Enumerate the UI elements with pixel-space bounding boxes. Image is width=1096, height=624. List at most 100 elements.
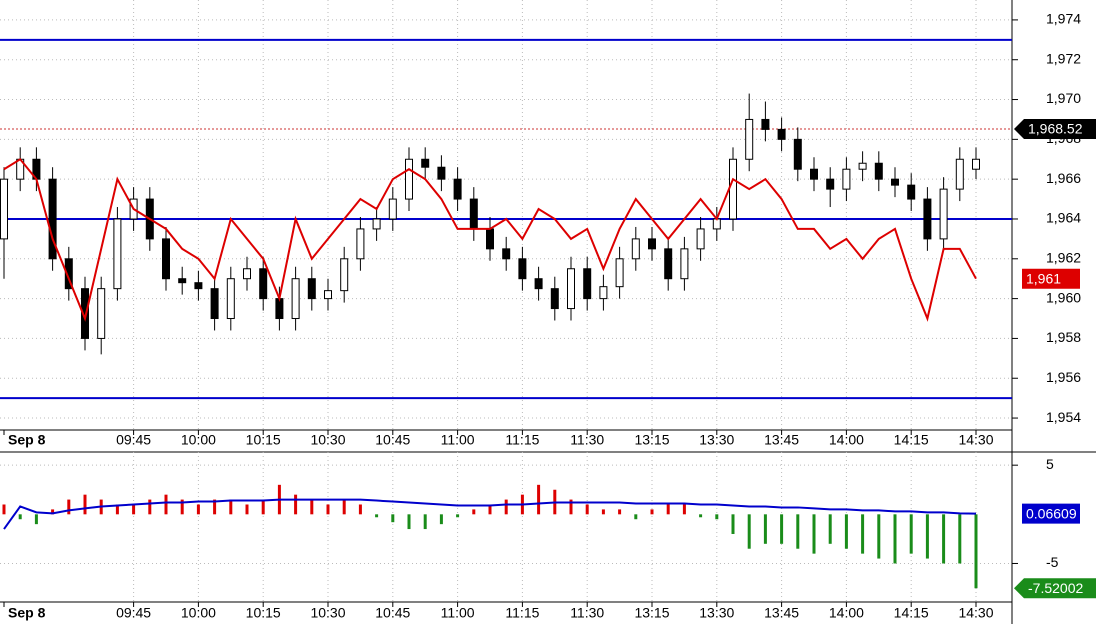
candle-body <box>275 298 284 320</box>
candle-body <box>388 198 397 220</box>
candle-body <box>534 278 543 290</box>
bar <box>958 514 962 564</box>
bar <box>2 504 6 515</box>
x-tick-label: 11:15 <box>505 432 539 448</box>
x-tick-label: 10:00 <box>181 605 216 621</box>
x-tick-label: 14:00 <box>829 605 864 621</box>
x-tick-label: 10:15 <box>246 432 281 448</box>
candle-body <box>178 278 187 284</box>
bar <box>812 514 816 554</box>
bar <box>974 514 978 589</box>
bar <box>391 514 395 523</box>
bar <box>763 514 767 544</box>
x-tick-label: 13:45 <box>764 432 799 448</box>
y-tick-label: 1,972 <box>1046 50 1081 66</box>
x-tick-label: 14:30 <box>958 605 993 621</box>
candle-body <box>0 178 8 240</box>
bar <box>326 504 330 515</box>
bar <box>423 514 427 530</box>
signal-tag-bg <box>1022 503 1080 524</box>
candle-body <box>648 238 656 250</box>
x-tick-label: 11:15 <box>505 605 539 621</box>
candle-body <box>437 166 446 180</box>
overlay-tag: 1,961 <box>1026 270 1061 286</box>
bar <box>585 504 589 515</box>
candle-body <box>502 248 511 260</box>
x-tick-label: Sep 8 <box>8 432 46 448</box>
y-tick-label: 1,956 <box>1046 369 1081 385</box>
x-tick-label: 13:15 <box>634 605 669 621</box>
bar <box>375 514 379 518</box>
bar <box>844 514 848 549</box>
candle-body <box>567 268 575 310</box>
candle-body <box>194 282 203 290</box>
candle-body <box>243 268 251 280</box>
candle-body <box>874 162 883 180</box>
candle-body <box>372 218 381 230</box>
bar <box>796 514 800 549</box>
bar <box>342 499 346 515</box>
x-tick-label: 13:30 <box>699 432 734 448</box>
overlay-line <box>3 157 977 322</box>
y-tick-label: 1,964 <box>1046 210 1081 226</box>
bar <box>180 499 184 515</box>
candle-body <box>696 228 705 250</box>
bar <box>682 504 686 515</box>
candle-body <box>761 118 770 130</box>
x-tick-label: 11:30 <box>570 432 604 448</box>
candle-body <box>48 178 57 260</box>
candle-body <box>405 158 413 200</box>
bar <box>196 504 200 515</box>
bar <box>67 499 71 515</box>
candle-body <box>307 278 316 300</box>
x-tick-label: 11:30 <box>570 605 604 621</box>
x-tick-label: 10:45 <box>375 605 410 621</box>
candle-body <box>583 268 592 300</box>
histogram-tag-bg <box>1014 578 1096 599</box>
candle-body <box>972 158 980 170</box>
y-tick-label: 1,954 <box>1046 409 1081 425</box>
x-tick-label: 10:30 <box>310 432 345 448</box>
candle-body <box>680 248 689 280</box>
bar <box>780 514 784 544</box>
signal-line <box>3 498 977 530</box>
candle-body <box>518 258 527 280</box>
bar <box>83 494 87 515</box>
candle-body <box>793 138 802 170</box>
candle-body <box>599 286 608 300</box>
bar <box>358 504 362 515</box>
x-tick-label: 11:00 <box>441 605 475 621</box>
candle-body <box>453 178 462 200</box>
candle-body <box>210 288 219 320</box>
last-price-tag-bg <box>1014 119 1096 139</box>
bar <box>229 499 233 515</box>
bar <box>715 514 719 520</box>
candle-body <box>97 288 106 339</box>
candle-body <box>891 178 899 186</box>
candle-body <box>486 228 494 250</box>
x-tick-label: 11:00 <box>441 432 475 448</box>
x-tick-label: 13:15 <box>634 432 669 448</box>
bar <box>925 514 929 559</box>
bar <box>650 509 654 515</box>
candle-body <box>226 278 235 320</box>
candle-body <box>729 158 737 220</box>
bar <box>148 499 152 515</box>
candle-body <box>259 268 268 300</box>
candle-body <box>939 188 948 240</box>
y-tick-label: 1,960 <box>1046 289 1081 305</box>
bar <box>51 509 55 515</box>
bar <box>213 499 217 515</box>
candle-body <box>923 198 932 240</box>
bar <box>569 499 573 515</box>
y-tick-label: -5 <box>1046 554 1059 570</box>
x-tick-label: 09:45 <box>116 605 151 621</box>
x-tick-label: 10:00 <box>181 432 216 448</box>
x-tick-label: 14:15 <box>894 605 929 621</box>
candle-body <box>907 184 916 200</box>
x-tick-label: 10:45 <box>375 432 410 448</box>
x-tick-label: 14:30 <box>958 432 993 448</box>
candle-body <box>810 168 818 180</box>
bar <box>488 504 492 515</box>
